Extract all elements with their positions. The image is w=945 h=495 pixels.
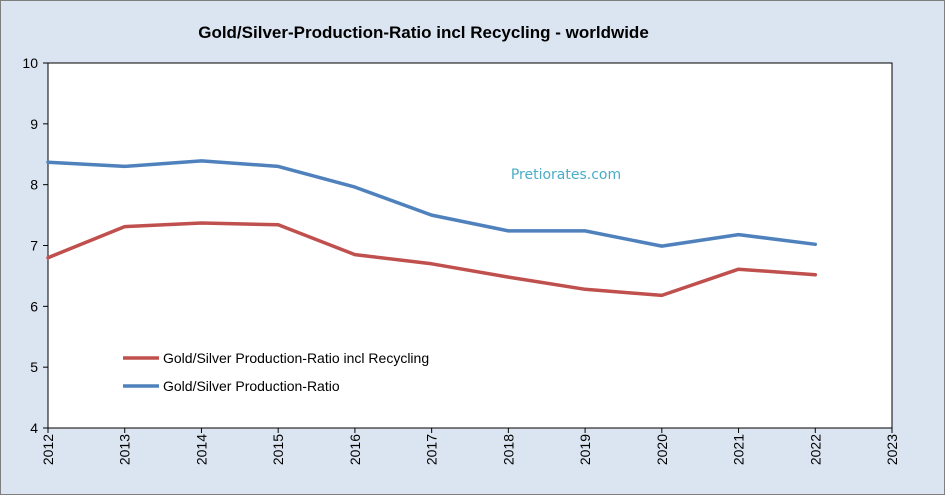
legend-label-2: Gold/Silver Production-Ratio bbox=[163, 378, 340, 394]
x-tick-label: 2017 bbox=[424, 434, 440, 465]
y-tick-label: 4 bbox=[30, 420, 38, 436]
x-tick-label: 2022 bbox=[807, 434, 823, 465]
y-tick-label: 10 bbox=[22, 55, 38, 71]
series-line-2 bbox=[46, 159, 818, 248]
x-tick-label: 2013 bbox=[117, 434, 133, 465]
x-tick-label: 2018 bbox=[500, 434, 516, 465]
x-tick-label: 2021 bbox=[731, 434, 747, 465]
x-tick-label: 2015 bbox=[270, 434, 286, 465]
x-tick-label: 2016 bbox=[347, 434, 363, 465]
y-tick-label: 5 bbox=[30, 359, 38, 375]
watermark: Pretiorates.com bbox=[511, 167, 621, 183]
legend-label-1: Gold/Silver Production-Ratio incl Recycl… bbox=[163, 350, 429, 366]
x-tick-label: 2019 bbox=[577, 434, 593, 465]
y-tick-label: 6 bbox=[30, 298, 38, 314]
y-tick-label: 7 bbox=[30, 238, 38, 254]
series-line-1 bbox=[46, 221, 818, 298]
chart-title: Gold/Silver-Production-Ratio incl Recycl… bbox=[198, 23, 649, 42]
x-tick-label: 2023 bbox=[884, 434, 900, 465]
x-tick-label: 2014 bbox=[193, 434, 209, 465]
x-tick-label: 2012 bbox=[40, 434, 56, 465]
x-tick-label: 2020 bbox=[654, 434, 670, 465]
y-tick-label: 9 bbox=[30, 116, 38, 132]
plot-area bbox=[47, 62, 893, 429]
y-tick-label: 8 bbox=[30, 177, 38, 193]
